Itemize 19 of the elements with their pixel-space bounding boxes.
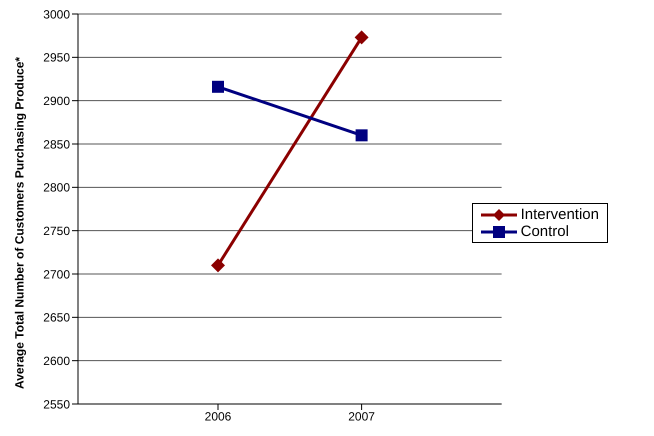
y-axis-title: Average Total Number of Customers Purchasing Produce* [12, 56, 26, 389]
y-tick-label: 3000 [43, 7, 70, 22]
x-tick-label: 2006 [204, 410, 232, 424]
y-tick-label: 2950 [43, 50, 70, 65]
y-tick-label: 2600 [43, 354, 70, 368]
legend-label: Control [520, 223, 569, 240]
legend-label: Intervention [520, 206, 599, 223]
y-tick-label: 2700 [43, 267, 70, 282]
y-tick-label: 2750 [43, 224, 70, 238]
y-tick-label: 2650 [43, 310, 70, 325]
point [211, 258, 225, 272]
point [212, 80, 224, 93]
y-tick-label: 2550 [43, 397, 70, 412]
y-tick-label: 2800 [43, 180, 70, 195]
y-tick-label: 2850 [43, 137, 70, 152]
x-tick-label: 2007 [348, 410, 376, 424]
y-tick-label: 2900 [43, 94, 70, 108]
point [356, 129, 368, 142]
point [354, 30, 369, 44]
